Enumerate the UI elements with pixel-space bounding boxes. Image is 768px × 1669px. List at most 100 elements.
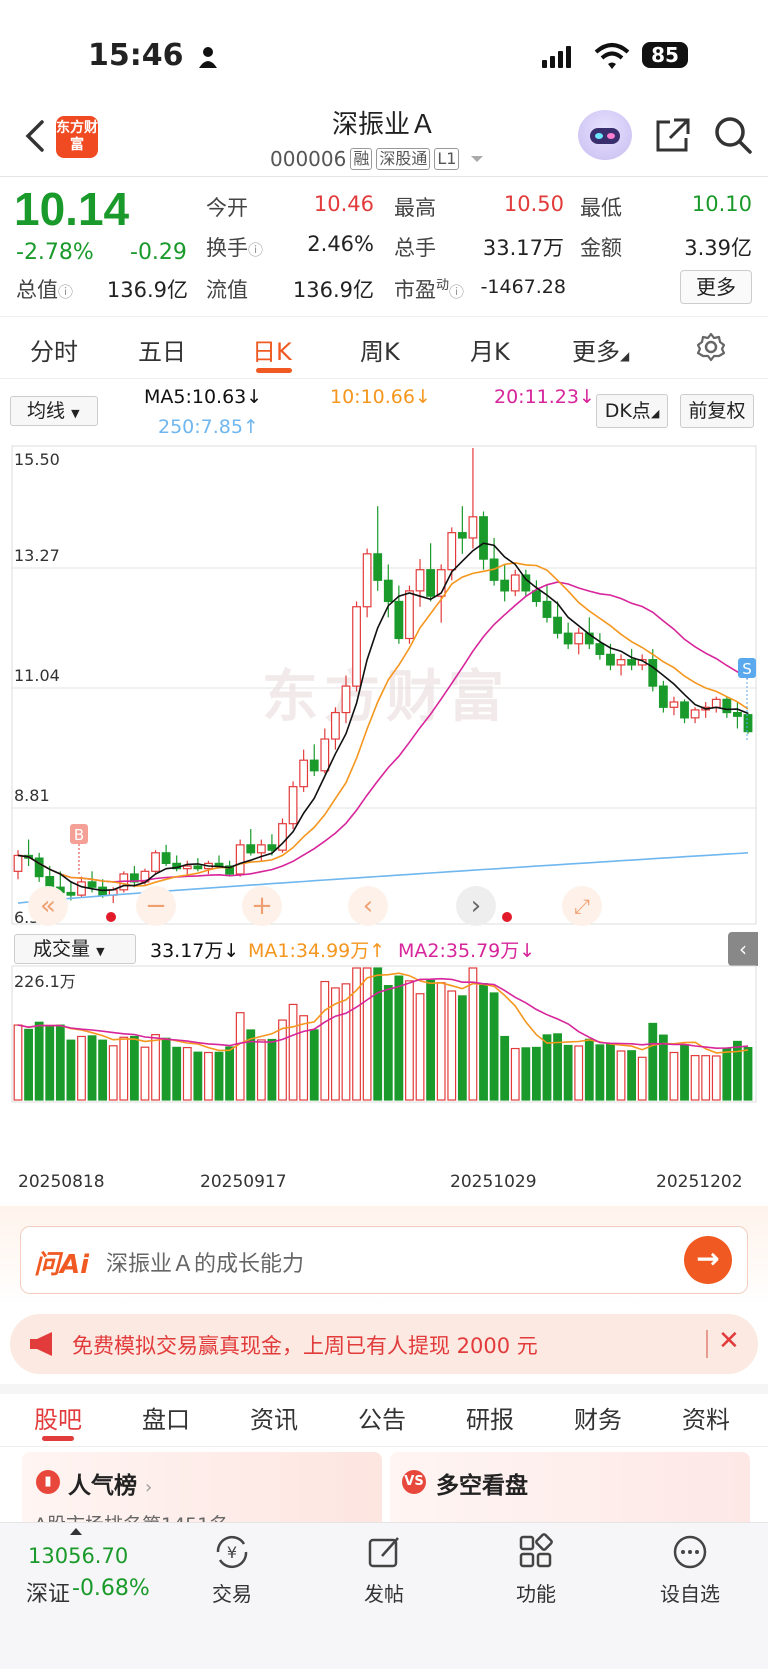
pe-label[interactable]: 市盈动ⓘ	[394, 278, 465, 302]
volume-bar	[193, 1051, 203, 1101]
volume-bar	[457, 995, 467, 1101]
index-name[interactable]: 深证	[26, 1582, 71, 1607]
nav-functions[interactable]: 功能	[486, 1532, 586, 1607]
long-short-card[interactable]	[390, 1452, 750, 1532]
indicator-select[interactable]: 均线 ▼	[10, 396, 98, 426]
popularity-card[interactable]	[22, 1452, 382, 1532]
scroll-right-button[interactable]: ›	[456, 886, 496, 926]
brand-logo[interactable]: 东方财富	[56, 116, 98, 158]
candle	[225, 860, 235, 877]
tab-profile[interactable]: 资料	[682, 1406, 730, 1434]
ma20-line	[17, 581, 749, 883]
grid-apps-icon	[519, 1533, 553, 1568]
low-value: 10.10	[691, 192, 752, 216]
wifi-icon	[594, 43, 630, 69]
volume-bar	[658, 1034, 668, 1101]
collapse-panel-button[interactable]: ‹	[728, 932, 758, 966]
volume-bar	[743, 1047, 753, 1101]
volume-value: 33.17万	[482, 236, 564, 260]
candle	[711, 696, 721, 713]
search-icon[interactable]	[712, 114, 754, 156]
tab-weekly-k[interactable]: 周K	[360, 338, 400, 366]
promo-text[interactable]: 免费模拟交易赢真现金，上周已有人提现 2000 元	[72, 1334, 538, 1358]
stock-code-row[interactable]: 000006 融 深股通 L1	[270, 146, 485, 172]
candle	[616, 654, 626, 676]
candle	[468, 448, 478, 549]
tab-announcements[interactable]: 公告	[358, 1406, 406, 1434]
candle	[204, 860, 213, 874]
event-dot	[106, 912, 116, 922]
dk-point-button[interactable]: DK点◢	[596, 394, 668, 428]
cellular-signal-icon	[542, 44, 578, 68]
buy-signal-marker[interactable]: B	[70, 824, 88, 876]
tabs-divider	[0, 1446, 768, 1447]
candle	[553, 601, 562, 639]
fullscreen-icon[interactable]: ⤢	[562, 886, 602, 926]
volume-bar	[468, 967, 478, 1101]
robot-assistant-avatar[interactable]	[578, 110, 632, 160]
tab-intraday[interactable]: 分时	[30, 338, 78, 366]
tab-five-day[interactable]: 五日	[138, 338, 186, 366]
turnover-label[interactable]: 换手ⓘ	[206, 236, 264, 260]
promo-banner[interactable]	[10, 1314, 758, 1374]
tab-finance[interactable]: 财务	[574, 1406, 622, 1434]
candle	[415, 559, 425, 607]
volume-bar	[405, 980, 414, 1101]
close-icon[interactable]: ✕	[718, 1326, 740, 1356]
candle	[394, 585, 404, 644]
tab-daily-k[interactable]: 日K	[252, 338, 292, 366]
index-change[interactable]: -0.68%	[72, 1576, 150, 1601]
tab-guba[interactable]: 股吧	[34, 1406, 82, 1434]
candle	[13, 850, 23, 880]
tab-pankou[interactable]: 盘口	[142, 1406, 190, 1434]
volume-bar	[574, 1045, 584, 1101]
date-tick: 20251029	[450, 1172, 537, 1192]
back-button[interactable]	[20, 116, 50, 156]
volume-bar	[246, 1029, 256, 1101]
volume-indicator-select[interactable]: 成交量 ▼	[14, 934, 136, 964]
index-value[interactable]: 13056.70	[28, 1544, 129, 1568]
volume-bar	[140, 1046, 150, 1101]
robot-icon	[590, 128, 620, 144]
scroll-start-button[interactable]: «	[28, 886, 68, 926]
stock-name: 深振业Ａ	[331, 110, 436, 140]
tab-monthly-k[interactable]: 月K	[470, 338, 510, 366]
expand-up-icon[interactable]	[70, 1528, 82, 1535]
tab-research[interactable]: 研报	[466, 1406, 514, 1434]
arrow-right-icon[interactable]: →	[684, 1236, 732, 1284]
popularity-title[interactable]: 人气榜 ›	[68, 1473, 153, 1499]
candle	[66, 881, 76, 901]
zoom-in-button[interactable]: +	[242, 886, 282, 926]
volume-bar	[595, 1044, 605, 1101]
candle	[373, 506, 383, 591]
sell-signal-marker[interactable]: S	[738, 658, 756, 740]
more-quote-button[interactable]: 更多	[680, 270, 752, 304]
volume-chart[interactable]	[0, 936, 768, 1172]
long-short-title[interactable]: 多空看盘	[436, 1473, 528, 1499]
candle	[690, 707, 700, 724]
ai-query-text[interactable]: 深振业Ａ的成长能力	[106, 1252, 305, 1277]
share-icon[interactable]	[652, 116, 692, 156]
nav-post[interactable]: 发帖	[334, 1532, 434, 1607]
total-cap-label[interactable]: 总值ⓘ	[16, 278, 74, 302]
volume-bar	[362, 967, 372, 1101]
nav-add-watchlist[interactable]: 设自选	[640, 1532, 740, 1607]
candle	[330, 707, 340, 750]
ai-question-box[interactable]	[20, 1226, 748, 1294]
volume-bar	[722, 1047, 732, 1101]
nav-trade[interactable]: ¥ 交易	[182, 1532, 282, 1607]
candle	[563, 622, 573, 650]
scroll-left-button[interactable]: ‹	[348, 886, 388, 926]
volume-bar	[394, 975, 404, 1101]
info-icon: ⓘ	[58, 283, 74, 301]
candle	[701, 701, 711, 718]
tab-news[interactable]: 资讯	[250, 1406, 298, 1434]
volume-bar	[627, 1050, 637, 1101]
kline-chart[interactable]: B S	[0, 440, 768, 930]
tab-more[interactable]: 更多◢	[572, 338, 630, 366]
volume-bar	[108, 1045, 118, 1101]
forward-adjust-button[interactable]: 前复权	[680, 394, 754, 428]
tabs-divider	[0, 378, 768, 379]
zoom-out-button[interactable]: −	[136, 886, 176, 926]
settings-gear-icon[interactable]	[696, 332, 726, 362]
